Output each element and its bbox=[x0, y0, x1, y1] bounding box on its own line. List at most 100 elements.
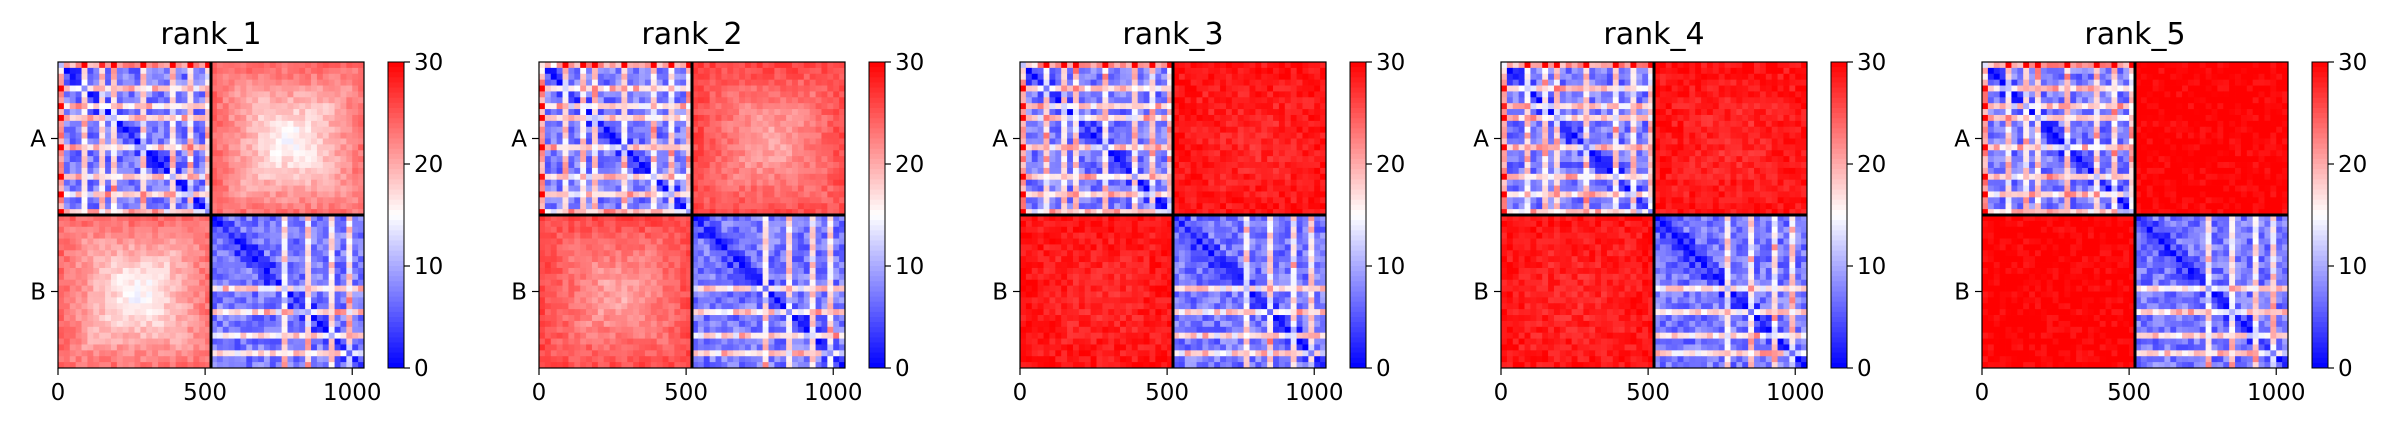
heatmap-cell bbox=[615, 250, 622, 257]
heatmap-cell bbox=[187, 320, 194, 328]
heatmap-cell bbox=[650, 114, 658, 122]
heatmap-cell bbox=[697, 250, 705, 257]
heatmap-cell bbox=[99, 85, 106, 92]
heatmap-cell bbox=[668, 138, 675, 145]
heatmap-cell bbox=[322, 132, 330, 139]
heatmap-cell bbox=[358, 67, 365, 75]
heatmap-cell bbox=[187, 291, 194, 298]
heatmap-cell bbox=[662, 285, 669, 292]
heatmap-cell bbox=[269, 167, 277, 175]
heatmap-cell bbox=[358, 303, 365, 310]
heatmap-cell bbox=[774, 232, 781, 239]
heatmap-cell bbox=[352, 132, 359, 139]
heatmap-cell bbox=[58, 344, 65, 351]
heatmap-cell bbox=[633, 256, 640, 263]
heatmap-cell bbox=[650, 185, 658, 192]
heatmap-cell bbox=[744, 279, 752, 287]
heatmap-cell bbox=[228, 350, 235, 357]
heatmap-cell bbox=[568, 232, 575, 239]
heatmap-cell bbox=[352, 279, 359, 287]
heatmap-cell bbox=[175, 120, 182, 128]
heatmap-cell bbox=[287, 209, 294, 216]
heatmap-cell bbox=[263, 303, 271, 310]
heatmap-cell bbox=[134, 150, 141, 157]
heatmap-cell bbox=[122, 256, 130, 263]
heatmap-cell bbox=[803, 114, 811, 122]
heatmap-cell bbox=[228, 285, 235, 292]
heatmap-cell bbox=[258, 103, 265, 110]
heatmap-cell bbox=[674, 262, 681, 269]
heatmap-cell bbox=[110, 114, 118, 122]
heatmap-cell bbox=[93, 267, 100, 275]
heatmap-cell bbox=[539, 303, 546, 310]
heatmap-cell bbox=[768, 185, 775, 192]
heatmap-cell bbox=[75, 73, 82, 81]
heatmap-cell bbox=[87, 173, 94, 181]
heatmap-cell bbox=[686, 297, 693, 304]
heatmap-cell bbox=[122, 262, 130, 269]
heatmap-cell bbox=[181, 197, 188, 204]
heatmap-cell bbox=[193, 67, 200, 75]
heatmap-cell bbox=[240, 356, 247, 363]
heatmap-cell bbox=[709, 120, 716, 128]
heatmap-cell bbox=[240, 209, 247, 216]
heatmap-cell bbox=[556, 197, 563, 204]
heatmap-cell bbox=[780, 109, 787, 116]
heatmap-cell bbox=[556, 173, 563, 181]
heatmap-cell bbox=[703, 73, 711, 81]
heatmap-cell bbox=[105, 315, 112, 322]
heatmap-cell bbox=[58, 262, 65, 269]
colorbar-segment bbox=[388, 184, 404, 190]
heatmap-cell bbox=[352, 150, 359, 157]
heatmap-cell bbox=[146, 67, 153, 75]
heatmap-cell bbox=[128, 73, 135, 81]
heatmap-cell bbox=[733, 91, 740, 98]
heatmap-cell bbox=[609, 138, 616, 145]
heatmap-cell bbox=[697, 209, 705, 216]
heatmap-cell bbox=[99, 138, 106, 145]
heatmap-cell bbox=[562, 279, 569, 287]
heatmap-cell bbox=[140, 97, 147, 104]
heatmap-cell bbox=[58, 138, 65, 145]
heatmap-cell bbox=[181, 362, 188, 369]
heatmap-cell bbox=[715, 197, 722, 204]
heatmap-cell bbox=[334, 85, 341, 92]
heatmap-cell bbox=[774, 73, 781, 81]
heatmap-cell bbox=[110, 309, 118, 316]
heatmap-cell bbox=[744, 109, 752, 116]
heatmap-cell bbox=[574, 132, 581, 139]
heatmap-cell bbox=[152, 191, 159, 198]
heatmap-cell bbox=[122, 297, 130, 304]
heatmap-cell bbox=[721, 97, 728, 104]
heatmap-cell bbox=[334, 315, 341, 322]
heatmap-cell bbox=[686, 250, 693, 257]
heatmap-cell bbox=[193, 215, 200, 222]
heatmap-cell bbox=[110, 250, 118, 257]
heatmap-cell bbox=[316, 267, 324, 275]
heatmap-cell bbox=[662, 91, 669, 98]
heatmap-cell bbox=[762, 162, 769, 169]
heatmap-cell bbox=[63, 138, 71, 145]
heatmap-cell bbox=[756, 85, 764, 92]
heatmap-cell bbox=[609, 256, 616, 263]
heatmap-cell bbox=[703, 250, 711, 257]
heatmap-cell bbox=[568, 209, 575, 216]
heatmap-cell bbox=[715, 303, 722, 310]
heatmap-cell bbox=[63, 114, 71, 122]
heatmap-cell bbox=[809, 279, 816, 287]
heatmap-cell bbox=[87, 144, 94, 151]
heatmap-cell bbox=[774, 120, 781, 128]
heatmap-cell bbox=[193, 197, 200, 204]
heatmap-cell bbox=[580, 73, 587, 81]
heatmap-cell bbox=[287, 67, 294, 75]
heatmap-cell bbox=[650, 209, 658, 216]
heatmap-cell bbox=[134, 303, 141, 310]
heatmap-cell bbox=[134, 120, 141, 128]
heatmap-cell bbox=[216, 97, 224, 104]
heatmap-cell bbox=[193, 244, 200, 251]
heatmap-cell bbox=[240, 338, 247, 345]
heatmap-cell bbox=[797, 256, 805, 263]
heatmap-cell bbox=[146, 350, 153, 357]
heatmap-cell bbox=[216, 173, 224, 181]
heatmap-cell bbox=[75, 297, 82, 304]
